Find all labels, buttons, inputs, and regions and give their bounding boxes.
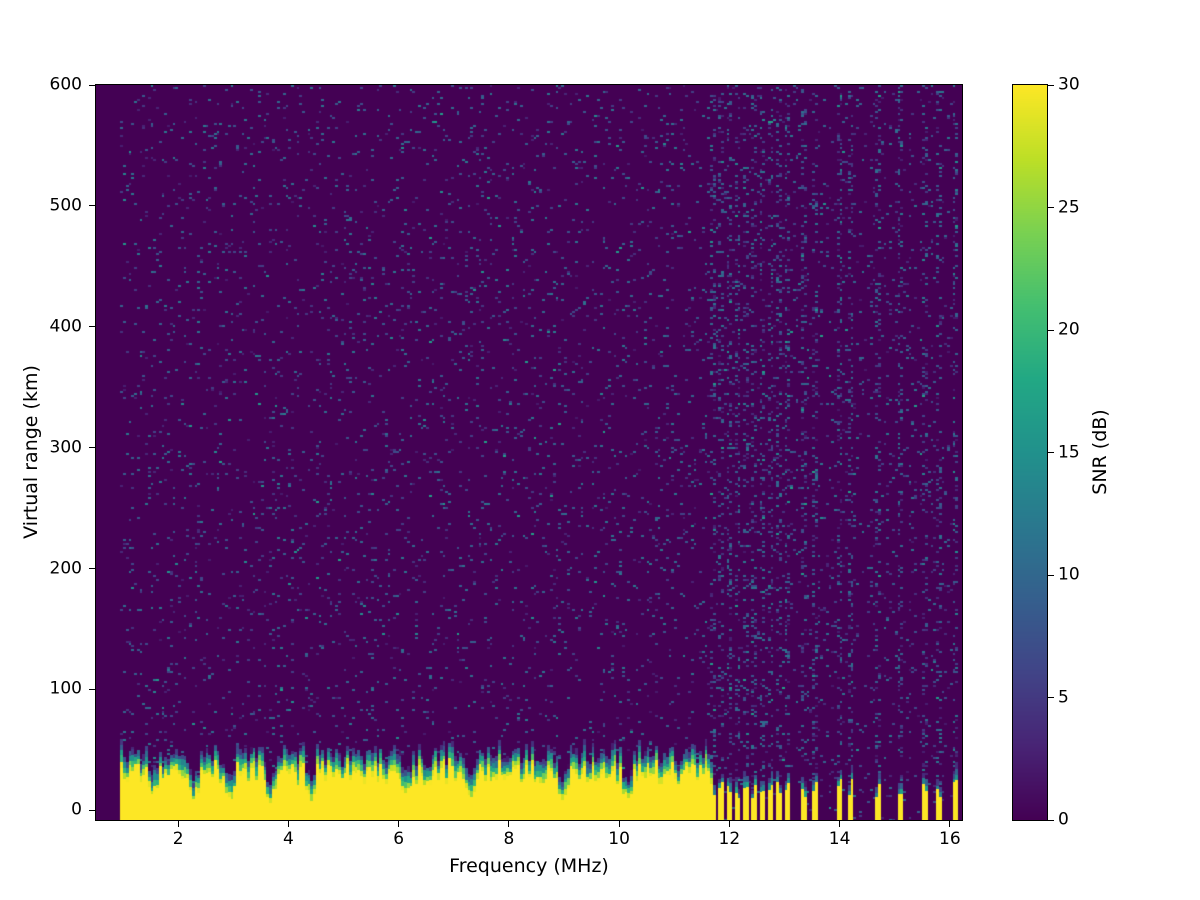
x-tick-mark (618, 821, 620, 827)
y-tick-mark (89, 568, 95, 570)
colorbar (1012, 84, 1048, 821)
colorbar-gradient-canvas (1013, 85, 1047, 820)
y-tick-label: 400 (49, 316, 82, 337)
x-tick-mark (728, 821, 730, 827)
x-tick-label: 16 (939, 829, 961, 849)
colorbar-tick-mark (1048, 329, 1054, 331)
y-tick-mark (89, 447, 95, 449)
x-tick-mark (398, 821, 400, 827)
x-tick-mark (949, 821, 951, 827)
x-tick-label: 12 (718, 829, 741, 849)
colorbar-tick-mark (1048, 84, 1054, 86)
colorbar-tick-mark (1048, 819, 1054, 821)
x-tick-label: 2 (172, 829, 184, 849)
plot-area (95, 84, 963, 821)
y-tick-mark (89, 809, 95, 811)
y-tick-mark (89, 688, 95, 690)
colorbar-tick-mark (1048, 697, 1054, 698)
x-tick-label: 4 (282, 829, 294, 849)
y-tick-label: 100 (49, 678, 82, 699)
x-tick-label: 10 (608, 829, 630, 849)
x-tick-label: 14 (828, 829, 851, 849)
y-tick-label: 600 (49, 74, 82, 95)
colorbar-tick-label: 5 (1058, 687, 1069, 707)
x-tick-label: 6 (393, 829, 405, 849)
colorbar-tick-mark (1048, 574, 1054, 576)
colorbar-tick-mark (1048, 207, 1054, 208)
x-tick-mark (287, 821, 289, 827)
colorbar-tick-label: 20 (1058, 319, 1080, 340)
x-axis-label: Frequency (MHz) (449, 855, 609, 877)
y-tick-mark (89, 84, 95, 86)
colorbar-tick-mark (1048, 452, 1054, 453)
colorbar-tick-label: 25 (1058, 197, 1080, 217)
colorbar-tick-label: 15 (1058, 442, 1080, 462)
y-tick-label: 300 (49, 437, 82, 458)
x-tick-mark (839, 821, 841, 827)
y-tick-mark (89, 205, 95, 207)
ionogram-heatmap-canvas (96, 85, 962, 820)
y-axis-label: Virtual range (km) (20, 365, 42, 539)
y-tick-label: 0 (71, 799, 82, 820)
colorbar-tick-label: 30 (1058, 74, 1080, 95)
y-tick-label: 500 (49, 195, 82, 216)
x-tick-mark (508, 821, 510, 827)
y-tick-mark (89, 326, 95, 328)
x-tick-label: 8 (503, 829, 515, 849)
x-tick-mark (177, 821, 179, 827)
colorbar-tick-label: 0 (1058, 809, 1069, 830)
colorbar-tick-label: 10 (1058, 564, 1080, 585)
colorbar-label: SNR (dB) (1089, 409, 1111, 495)
y-tick-label: 200 (49, 558, 82, 579)
